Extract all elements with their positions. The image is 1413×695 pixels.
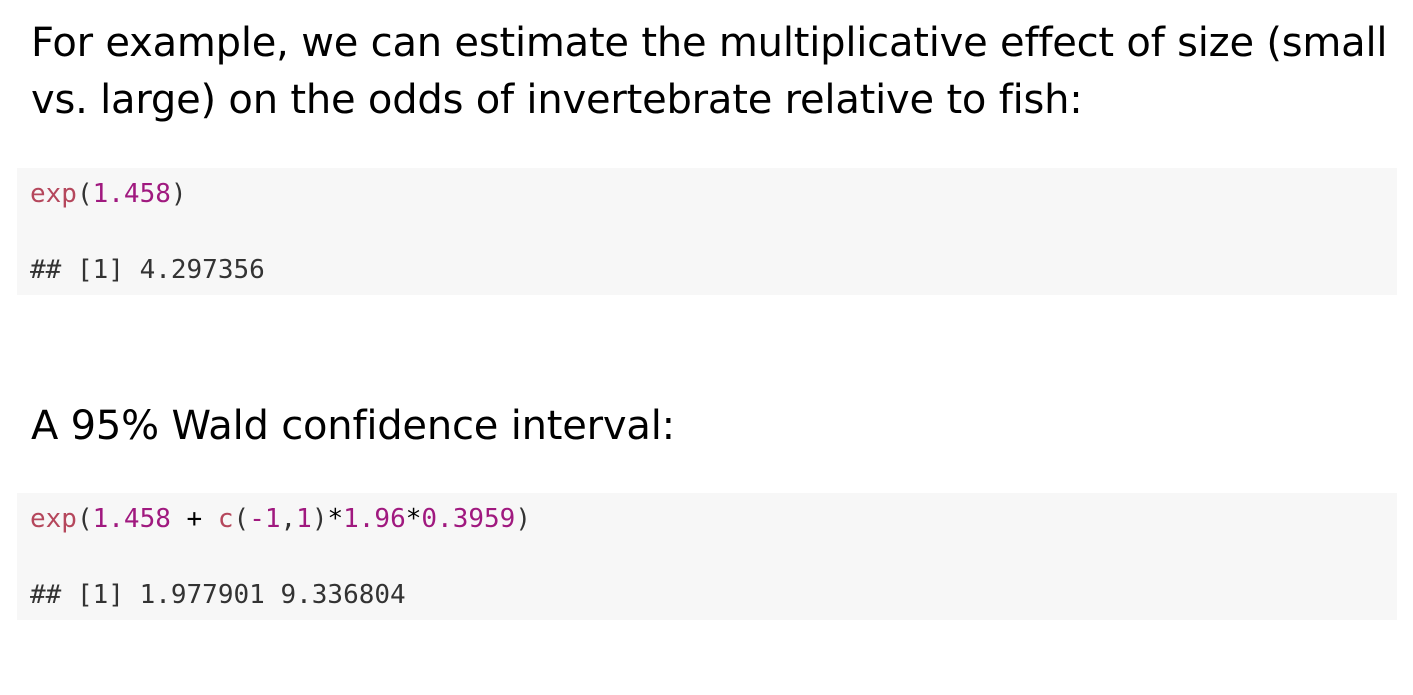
- code-function-token: exp: [30, 504, 77, 534]
- code-number-token: 1.96: [343, 504, 406, 534]
- code-function-token: exp: [30, 179, 77, 209]
- code-number-token: -1: [249, 504, 281, 534]
- code-paren-token: ): [311, 504, 328, 534]
- code-comma-token: ,: [280, 504, 297, 534]
- code-paren-token: (: [76, 179, 93, 209]
- code-input-line: exp(1.458 + c(-1,1)*1.96*0.3959): [30, 504, 531, 534]
- code-block-exp: exp(1.458) ## [1] 4.297356: [17, 168, 1397, 295]
- code-operator-token: *: [327, 504, 344, 534]
- paragraph-intro: For example, we can estimate the multipl…: [31, 20, 1388, 123]
- code-paren-token: ): [170, 179, 187, 209]
- code-block-wald: exp(1.458 + c(-1,1)*1.96*0.3959) ## [1] …: [17, 493, 1397, 620]
- code-function-token: c: [217, 504, 234, 534]
- code-paren-token: (: [76, 504, 93, 534]
- code-output-line: ## [1] 4.297356: [30, 255, 265, 285]
- code-number-token: 1.458: [92, 504, 171, 534]
- code-operator-token: +: [170, 504, 218, 534]
- code-output-line: ## [1] 1.977901 9.336804: [30, 580, 406, 610]
- code-number-token: 0.3959: [421, 504, 516, 534]
- code-number-token: 1.458: [92, 179, 171, 209]
- code-input-line: exp(1.458): [30, 179, 187, 209]
- code-number-token: 1: [296, 504, 312, 534]
- code-operator-token: *: [405, 504, 422, 534]
- code-paren-token: ): [515, 504, 531, 534]
- paragraph-wald-interval: A 95% Wald confidence interval:: [31, 403, 675, 449]
- code-paren-token: (: [233, 504, 250, 534]
